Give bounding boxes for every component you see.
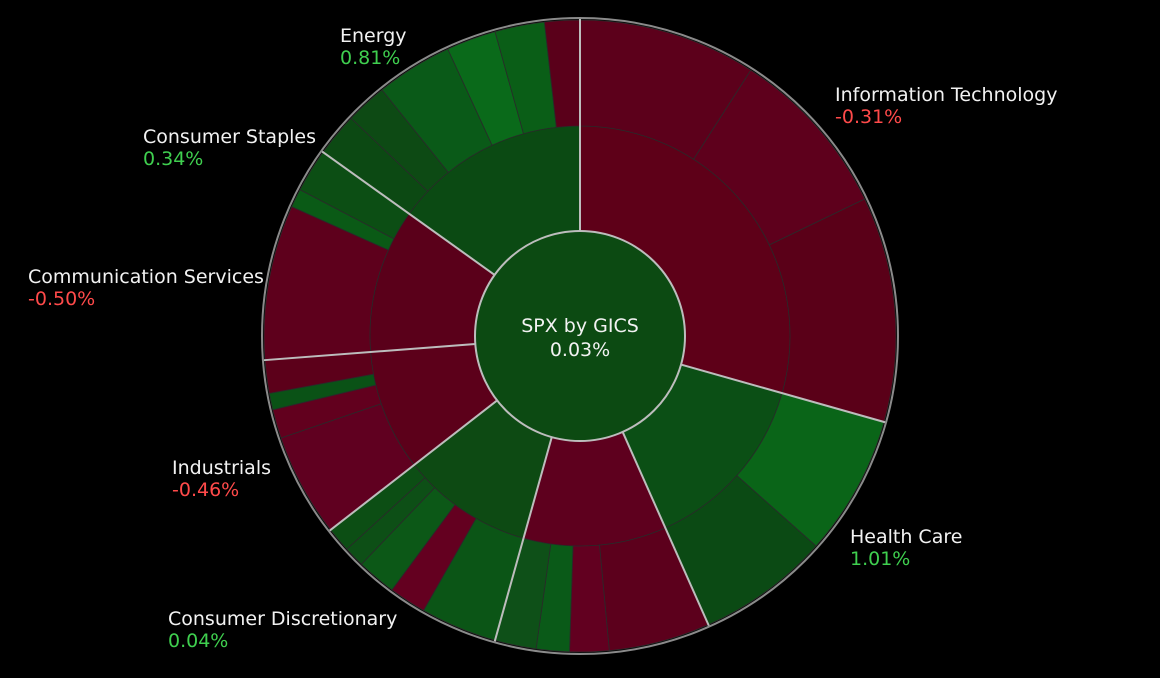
sector-separator (680, 363, 886, 424)
sector-change: 0.04% (168, 630, 229, 652)
sector-name: Information Technology (835, 84, 1058, 106)
outer-rim (261, 17, 899, 655)
sector-name: Industrials (172, 457, 272, 479)
center-disc[interactable] (474, 230, 686, 442)
sector-name: Health Care (850, 526, 963, 548)
sector-change: 1.01% (850, 548, 911, 570)
sector-change: 0.81% (340, 47, 401, 69)
sector-name: Energy (340, 25, 407, 47)
sector-change: 0.34% (143, 148, 204, 170)
sector-name: Consumer Staples (143, 126, 317, 148)
sector-separator (329, 399, 498, 532)
sector-label-health-care: Health Care 1.01% (850, 526, 962, 570)
center-value: 0.03% (550, 339, 610, 361)
sector-label-communication-services: Communication Services -0.50% (28, 266, 264, 310)
sector-separator (321, 150, 496, 276)
sector-change: -0.50% (28, 288, 96, 310)
sector-separator (493, 436, 553, 642)
sector-name: Communication Services (28, 266, 264, 288)
sector-name: Consumer Discretionary (168, 608, 398, 630)
sector-label-industrials: Industrials -0.46% (172, 457, 271, 501)
sector-separator (263, 343, 476, 362)
sector-label-energy: Energy 0.81% (340, 25, 407, 69)
sector-change: -0.31% (835, 106, 903, 128)
sector-separator (621, 431, 710, 627)
sector-change: -0.46% (172, 479, 240, 501)
sector-label-information-technology: Information Technology -0.31% (835, 84, 1057, 128)
center-title: SPX by GICS (521, 315, 639, 337)
sector-label-consumer-discretionary: Consumer Discretionary 0.04% (168, 608, 397, 652)
sector-label-consumer-staples: Consumer Staples 0.34% (143, 126, 316, 170)
